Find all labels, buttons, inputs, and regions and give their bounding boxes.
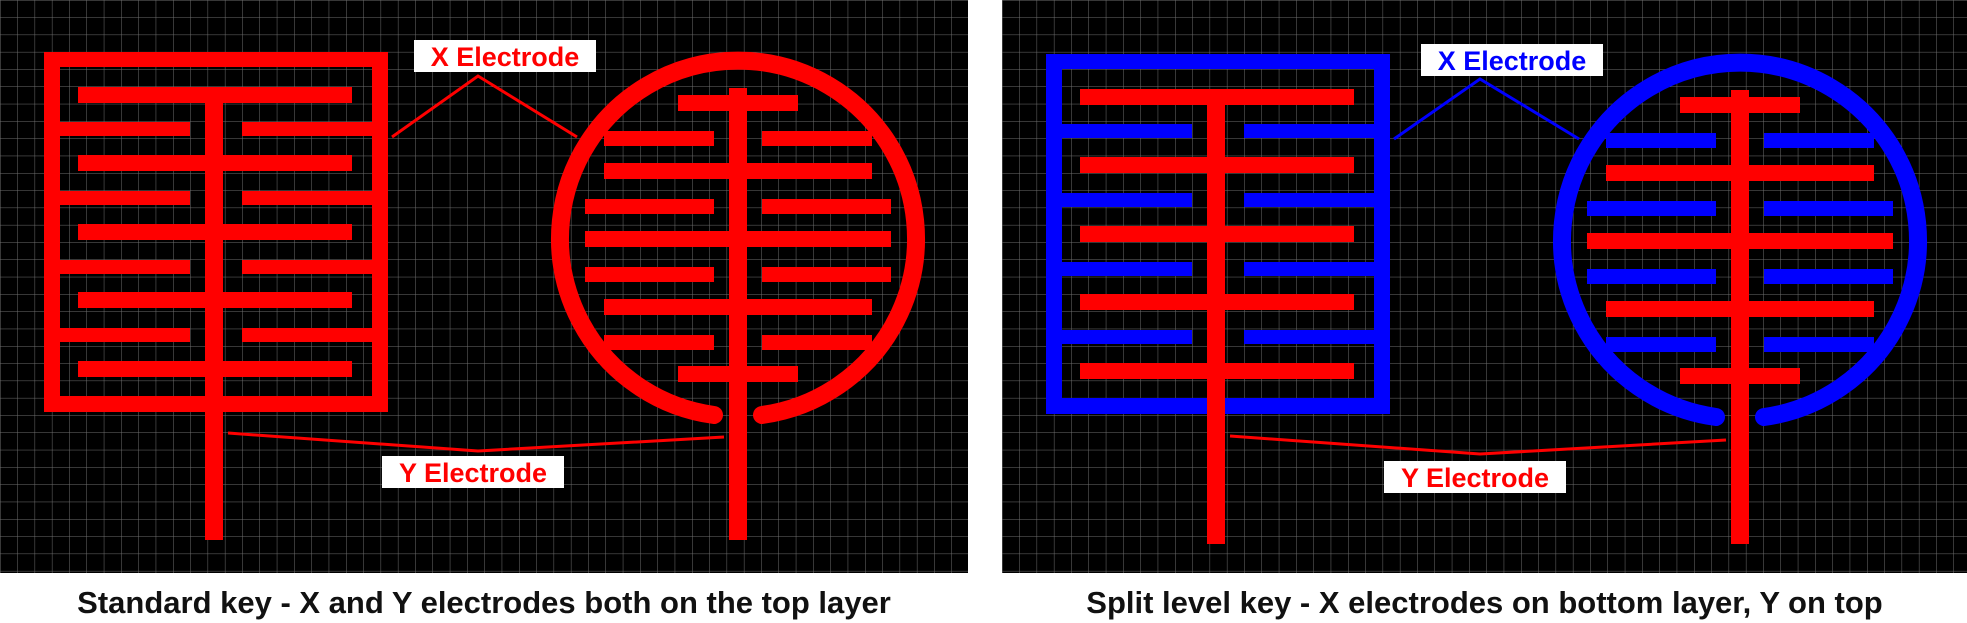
y-electrode-label-text: Y Electrode <box>399 458 547 488</box>
panel-standard-key: X Electrode Y Electrode <box>0 0 968 573</box>
x-electrode-label-text: X Electrode <box>1438 46 1587 76</box>
round-key-x-electrode <box>551 51 925 424</box>
caption-standard-key: Standard key - X and Y electrodes both o… <box>77 585 891 620</box>
round-key-x-electrode <box>1553 53 1927 426</box>
x-electrode-leader-lines <box>1393 77 1580 141</box>
split-key-diagram: X Electrode Y Electrode <box>1002 0 1967 573</box>
panel-split-key: X Electrode Y Electrode <box>1002 0 1967 573</box>
y-electrode-label: Y Electrode <box>1384 461 1566 493</box>
square-key-x-electrode <box>44 52 388 412</box>
square-key-x-electrode <box>1046 54 1390 414</box>
square-key-y-electrode <box>78 87 352 540</box>
caption-split-key: Split level key - X electrodes on bottom… <box>1086 585 1883 620</box>
standard-key-diagram: X Electrode Y Electrode <box>0 0 968 573</box>
round-key-y-electrode <box>1587 90 1893 544</box>
x-electrode-label: X Electrode <box>1421 44 1603 76</box>
y-electrode-leader-lines <box>1229 434 1727 456</box>
square-key-y-electrode <box>1080 89 1354 544</box>
y-electrode-label-text: Y Electrode <box>1401 463 1549 493</box>
y-electrode-label: Y Electrode <box>382 456 564 488</box>
round-key-y-electrode <box>585 88 891 540</box>
x-electrode-leader-lines <box>391 74 578 139</box>
x-electrode-label-text: X Electrode <box>431 42 580 72</box>
x-electrode-label: X Electrode <box>414 40 596 72</box>
y-electrode-leader-lines <box>227 431 725 453</box>
